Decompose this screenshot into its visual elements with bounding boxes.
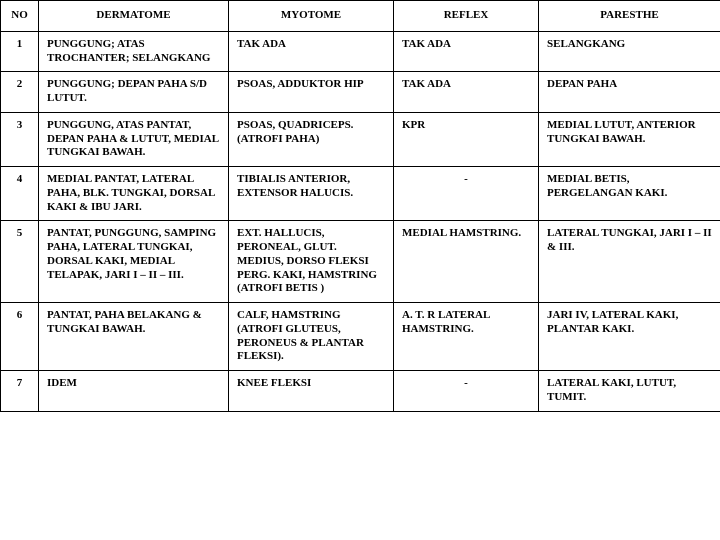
- cell-no: 3: [1, 112, 39, 166]
- cell-dermatome: PUNGGUNG, ATAS PANTAT, DEPAN PAHA & LUTU…: [39, 112, 229, 166]
- cell-paresthe: SELANGKANG: [539, 31, 720, 72]
- cell-paresthe: MEDIAL BETIS, PERGELANGAN KAKI.: [539, 167, 720, 221]
- header-reflex: REFLEX: [394, 1, 539, 32]
- table-header-row: NO DERMATOME MYOTOME REFLEX PARESTHE: [1, 1, 720, 32]
- cell-myotome: KNEE FLEKSI: [229, 371, 394, 412]
- cell-myotome: EXT. HALLUCIS, PERONEAL, GLUT. MEDIUS, D…: [229, 221, 394, 303]
- cell-paresthe: JARI IV, LATERAL KAKI, PLANTAR KAKI.: [539, 303, 720, 371]
- dermatome-table: NO DERMATOME MYOTOME REFLEX PARESTHE 1 P…: [0, 0, 720, 412]
- cell-myotome: CALF, HAMSTRING (ATROFI GLUTEUS, PERONEU…: [229, 303, 394, 371]
- cell-reflex: MEDIAL HAMSTRING.: [394, 221, 539, 303]
- cell-no: 2: [1, 72, 39, 113]
- cell-myotome: TIBIALIS ANTERIOR, EXTENSOR HALUCIS.: [229, 167, 394, 221]
- cell-no: 5: [1, 221, 39, 303]
- cell-myotome: PSOAS, ADDUKTOR HIP: [229, 72, 394, 113]
- cell-dermatome: PUNGGUNG; DEPAN PAHA S/D LUTUT.: [39, 72, 229, 113]
- cell-no: 6: [1, 303, 39, 371]
- cell-dermatome: PANTAT, PAHA BELAKANG & TUNGKAI BAWAH.: [39, 303, 229, 371]
- cell-myotome: TAK ADA: [229, 31, 394, 72]
- cell-dermatome: IDEM: [39, 371, 229, 412]
- cell-no: 4: [1, 167, 39, 221]
- cell-reflex: -: [394, 371, 539, 412]
- cell-paresthe: MEDIAL LUTUT, ANTERIOR TUNGKAI BAWAH.: [539, 112, 720, 166]
- table-row: 3 PUNGGUNG, ATAS PANTAT, DEPAN PAHA & LU…: [1, 112, 720, 166]
- cell-dermatome: PANTAT, PUNGGUNG, SAMPING PAHA, LATERAL …: [39, 221, 229, 303]
- cell-reflex: A. T. R LATERAL HAMSTRING.: [394, 303, 539, 371]
- table-row: 4 MEDIAL PANTAT, LATERAL PAHA, BLK. TUNG…: [1, 167, 720, 221]
- cell-no: 7: [1, 371, 39, 412]
- table-row: 7 IDEM KNEE FLEKSI - LATERAL KAKI, LUTUT…: [1, 371, 720, 412]
- cell-no: 1: [1, 31, 39, 72]
- header-paresthe: PARESTHE: [539, 1, 720, 32]
- cell-paresthe: LATERAL KAKI, LUTUT, TUMIT.: [539, 371, 720, 412]
- cell-myotome: PSOAS, QUADRICEPS. (ATROFI PAHA): [229, 112, 394, 166]
- cell-reflex: KPR: [394, 112, 539, 166]
- cell-paresthe: DEPAN PAHA: [539, 72, 720, 113]
- cell-paresthe: LATERAL TUNGKAI, JARI I – II & III.: [539, 221, 720, 303]
- table-row: 5 PANTAT, PUNGGUNG, SAMPING PAHA, LATERA…: [1, 221, 720, 303]
- table-row: 6 PANTAT, PAHA BELAKANG & TUNGKAI BAWAH.…: [1, 303, 720, 371]
- header-dermatome: DERMATOME: [39, 1, 229, 32]
- table-row: 1 PUNGGUNG; ATAS TROCHANTER; SELANGKANG …: [1, 31, 720, 72]
- header-myotome: MYOTOME: [229, 1, 394, 32]
- table-row: 2 PUNGGUNG; DEPAN PAHA S/D LUTUT. PSOAS,…: [1, 72, 720, 113]
- cell-reflex: TAK ADA: [394, 31, 539, 72]
- cell-dermatome: MEDIAL PANTAT, LATERAL PAHA, BLK. TUNGKA…: [39, 167, 229, 221]
- cell-dermatome: PUNGGUNG; ATAS TROCHANTER; SELANGKANG: [39, 31, 229, 72]
- cell-reflex: TAK ADA: [394, 72, 539, 113]
- cell-reflex: -: [394, 167, 539, 221]
- header-no: NO: [1, 1, 39, 32]
